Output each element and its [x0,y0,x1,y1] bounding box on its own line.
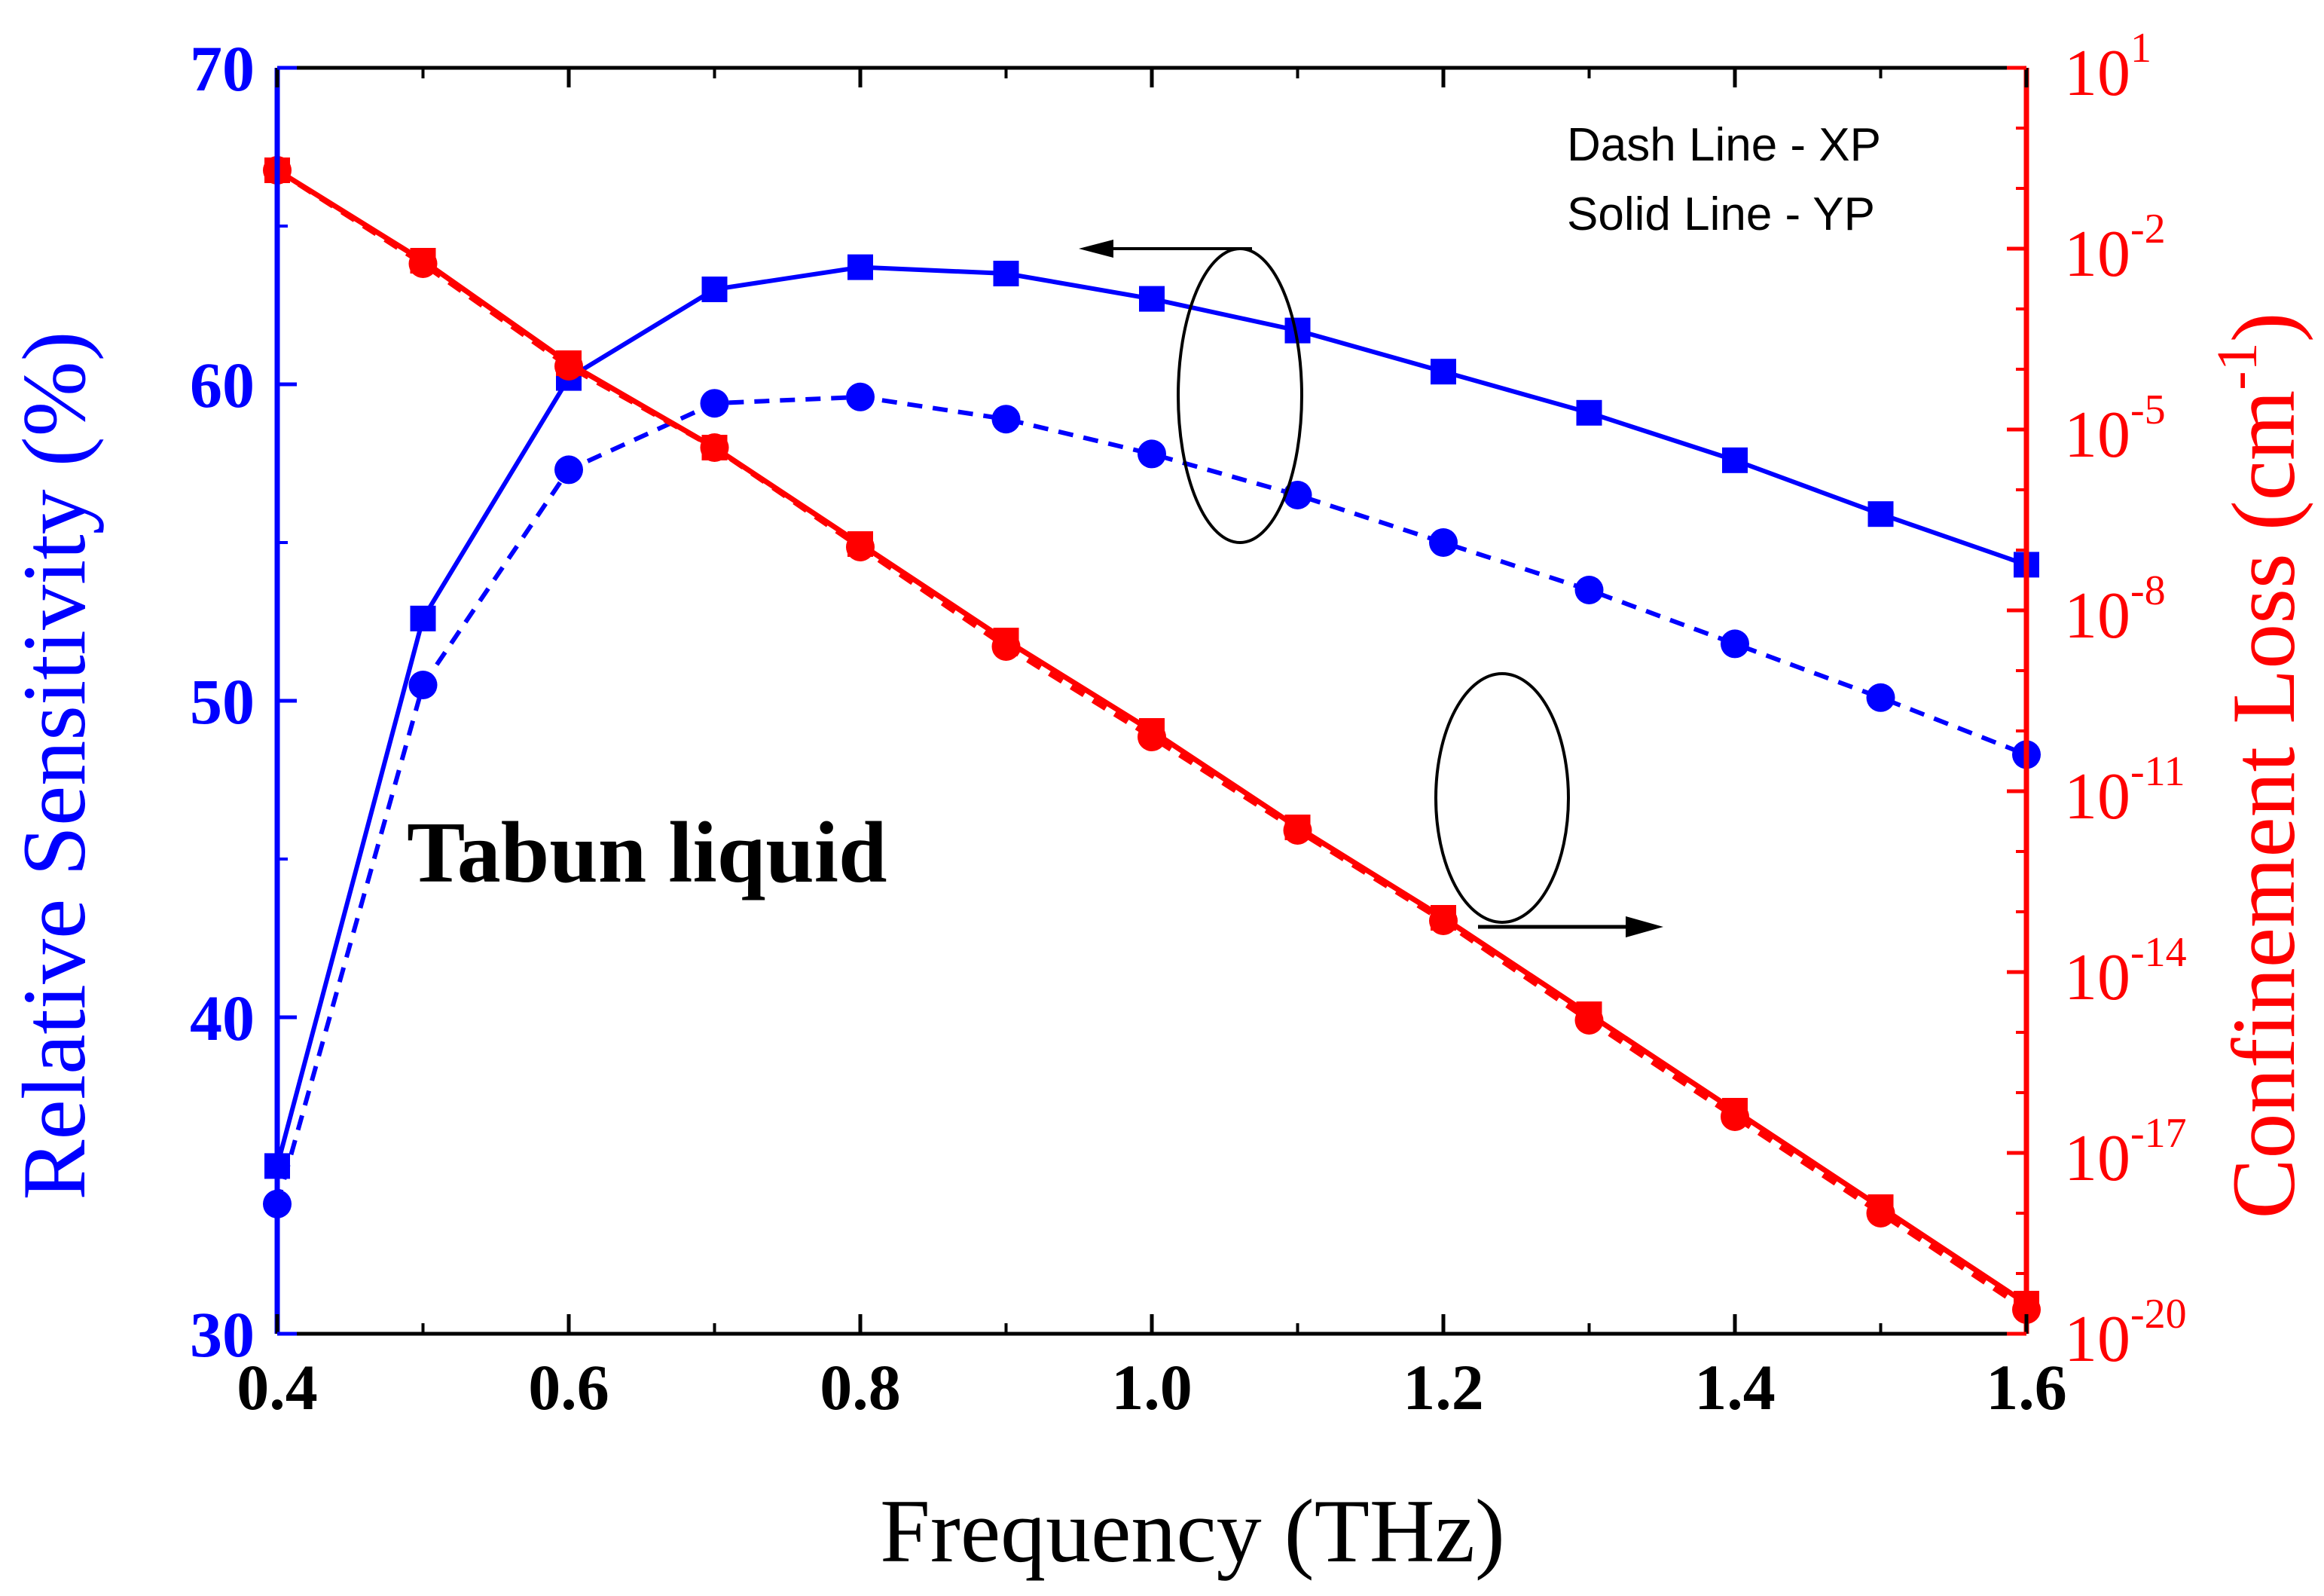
y-right-tick-label: 10-8 [2064,567,2166,653]
data-point-square [1867,501,1894,527]
series-confinement-loss-xp [263,156,2041,1324]
y-right-axis-title-close: ) [2213,312,2313,342]
y-right-tick-base: 10 [2064,218,2130,291]
data-point-circle [1138,439,1166,469]
y-right-axis-title: Confinement Loss (cm-1) [2206,312,2313,1218]
y-right-tick-exponent: -5 [2130,387,2166,433]
data-point-square [1722,447,1748,473]
y-right-tick-exponent: -20 [2130,1291,2187,1338]
series-relative-sensitivity-xp [263,382,2041,1218]
x-axis-title: Frequency (THz) [880,1481,1505,1581]
series-line-0 [275,264,2027,1167]
data-point-square [1576,399,1602,426]
legend-entry-yp: Solid Line - YP [1567,188,1875,240]
data-point-square [1431,359,1456,385]
ellipse-right-series-marker [1434,672,1570,924]
y-right-tick-base: 10 [2064,579,2130,653]
y-right-tick-exponent: -2 [2130,206,2166,252]
data-point-circle [846,533,875,561]
data-point-circle [554,352,583,381]
data-point-circle [1138,723,1166,751]
y-right-tick-base: 10 [2064,37,2130,110]
y-right-tick-exponent: -11 [2130,748,2185,795]
series-layer [263,156,2041,1324]
y-left-tick-label: 60 [190,349,255,421]
y-right-tick-exponent: -17 [2130,1110,2187,1157]
y-right-tick-exponent: 1 [2130,25,2151,72]
y-right-tick-base: 10 [2064,399,2130,472]
data-point-square [410,605,436,631]
data-point-circle [1283,816,1312,845]
data-point-circle [1721,629,1749,659]
data-point-circle [991,405,1021,434]
y-right-tick-base: 10 [2064,760,2130,833]
data-point-square [701,277,728,302]
data-point-circle [408,671,438,699]
series-relative-sensitivity-yp [264,254,2039,1179]
x-tick-label: 1.6 [1986,1351,2067,1423]
y-right-tick-label: 10-20 [2064,1291,2187,1376]
data-point-circle [991,632,1021,661]
data-point-circle [1866,1199,1895,1228]
arrow-left-head [1079,240,1113,258]
y-right-tick-label: 10-5 [2064,387,2166,472]
ellipse-left-series-marker [1177,247,1303,544]
y-right-tick-label: 10-2 [2064,206,2166,291]
y-right-tick-label: 10-14 [2064,929,2187,1014]
data-point-circle [700,433,729,462]
y-right-axis-title-main: Confinement Loss (cm [2213,390,2313,1219]
data-point-circle [1574,1006,1604,1035]
y-left-tick-label: 50 [190,665,255,738]
axes-layer [274,66,2029,1336]
data-point-square [847,254,873,280]
data-point-circle [1721,1102,1749,1131]
x-tick-label: 1.4 [1694,1351,1776,1423]
y-right-tick-label: 10-17 [2064,1110,2187,1195]
data-point-circle [554,455,583,485]
y-right-tick-exponent: -14 [2130,929,2187,976]
annotation-tabun-liquid: Tabun liquid [407,805,887,901]
data-point-circle [1574,576,1604,604]
x-tick-label: 0.8 [820,1351,901,1423]
data-point-circle [1283,481,1312,509]
y-right-tick-exponent: -8 [2130,567,2166,614]
data-point-circle [1429,528,1458,557]
x-tick-label: 1.2 [1403,1351,1484,1423]
y-left-axis-title: Relative Sensitivity (%) [4,331,104,1200]
data-point-circle [846,382,875,411]
y-right-tick-base: 10 [2064,1122,2130,1195]
y-right-tick-base: 10 [2064,941,2130,1014]
legend-entry-xp: Dash Line - XP [1567,119,1881,171]
series-line-1 [275,394,2028,1205]
y-right-tick-base: 10 [2064,1303,2130,1376]
x-tick-label: 0.6 [528,1351,609,1423]
y-left-tick-label: 70 [190,32,255,105]
data-point-square [1139,286,1165,312]
arrow-right-head [1626,916,1663,937]
data-point-circle [408,249,438,278]
y-right-axis-title-exp: -1 [2206,342,2269,390]
x-tick-label: 1.0 [1111,1351,1193,1423]
data-point-circle [1429,907,1458,935]
y-left-tick-label: 40 [190,982,255,1054]
data-point-square [993,261,1019,286]
y-right-tick-label: 101 [2064,25,2151,110]
x-tick-label: 0.4 [237,1351,318,1423]
y-left-tick-label: 30 [190,1298,255,1371]
y-right-tick-label: 10-11 [2064,748,2185,833]
data-point-circle [700,389,729,418]
data-point-circle [1866,683,1895,712]
